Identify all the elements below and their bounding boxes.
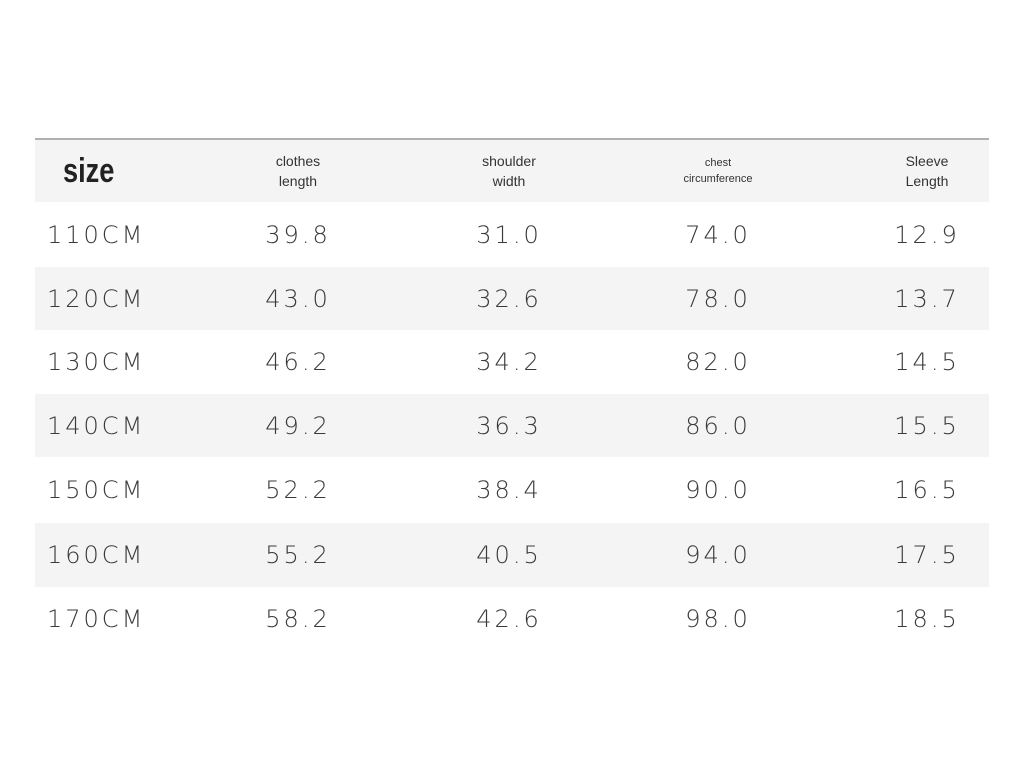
measurement: 18.5 <box>894 604 960 633</box>
measurement: 39.8 <box>265 220 331 249</box>
table-cell: 98.0 <box>685 587 750 650</box>
table-cell: 34.2 <box>476 330 541 394</box>
header-text: width <box>492 173 526 189</box>
table-cell: 74.0 <box>685 202 750 267</box>
measurement: 32.6 <box>476 284 542 313</box>
size-label: 120CM <box>47 284 146 313</box>
header-cell: size <box>63 140 127 202</box>
table-cell: 120CM <box>47 267 145 330</box>
table-cell: 16.5 <box>894 457 959 523</box>
table-cell: 110CM <box>47 202 145 267</box>
table-cell: 58.2 <box>265 587 330 650</box>
header-text: circumference <box>683 173 753 185</box>
table-row: 160CM 55.2 40.5 94.0 17.5 <box>35 523 989 587</box>
table-cell: 17.5 <box>894 523 959 587</box>
table-cell: 14.5 <box>894 330 959 394</box>
header-text: length <box>278 173 318 189</box>
measurement: 17.5 <box>894 541 960 569</box>
measurement: 15.5 <box>894 411 960 440</box>
table-row: 120CM 43.0 32.6 78.0 13.7 <box>35 267 989 330</box>
header-row: size clothes length shoulder width chest circu… <box>35 140 989 202</box>
measurement: 94.0 <box>685 541 751 569</box>
table-row: 170CM 58.2 42.6 98.0 18.5 <box>35 587 989 650</box>
measurement: 34.2 <box>476 348 542 376</box>
table-cell: 49.2 <box>265 394 330 457</box>
size-header: size <box>63 151 115 190</box>
table-cell: 90.0 <box>685 457 750 523</box>
measurement: 78.0 <box>685 284 751 313</box>
measurement: 90.0 <box>685 476 751 504</box>
measurement: 38.4 <box>476 476 542 504</box>
table-cell: 15.5 <box>894 394 959 457</box>
measurement: 98.0 <box>685 604 751 633</box>
table-cell: 130CM <box>47 330 145 394</box>
measurement: 55.2 <box>265 541 331 569</box>
table-row: 110CM 39.8 31.0 74.0 12.9 <box>35 202 989 267</box>
header-cell: Sleeve Length <box>906 140 949 202</box>
header-cell: clothes length <box>276 140 320 202</box>
table-row: 140CM 49.2 36.3 86.0 15.5 <box>35 394 989 457</box>
table-cell: 40.5 <box>476 523 541 587</box>
table-cell: 150CM <box>47 457 145 523</box>
size-label: 160CM <box>47 541 146 569</box>
measurement: 82.0 <box>685 348 751 376</box>
table-cell: 78.0 <box>685 267 750 330</box>
header-text: Sleeve <box>905 153 949 169</box>
measurement: 58.2 <box>265 604 331 633</box>
measurement: 40.5 <box>476 541 542 569</box>
measurement: 49.2 <box>265 411 331 440</box>
header-cell: chest circumference <box>683 140 752 202</box>
size-label: 140CM <box>47 411 146 440</box>
table-cell: 43.0 <box>265 267 330 330</box>
header-text: shoulder <box>482 153 536 169</box>
table-row: 130CM 46.2 34.2 82.0 14.5 <box>35 330 989 394</box>
measurement: 86.0 <box>685 411 751 440</box>
table-cell: 42.6 <box>476 587 541 650</box>
table-cell: 13.7 <box>894 267 959 330</box>
measurement: 31.0 <box>476 220 542 249</box>
table-cell: 31.0 <box>476 202 541 267</box>
table-cell: 86.0 <box>685 394 750 457</box>
table-cell: 82.0 <box>685 330 750 394</box>
table-row: 150CM 52.2 38.4 90.0 16.5 <box>35 457 989 523</box>
measurement: 43.0 <box>265 284 331 313</box>
measurement: 46.2 <box>265 348 331 376</box>
measurement: 16.5 <box>894 476 960 504</box>
measurement: 14.5 <box>894 348 960 376</box>
header-text: chest <box>704 157 732 169</box>
size-label: 110CM <box>47 220 146 249</box>
table-cell: 38.4 <box>476 457 541 523</box>
table-cell: 94.0 <box>685 523 750 587</box>
table-cell: 18.5 <box>894 587 959 650</box>
size-label: 150CM <box>47 476 146 504</box>
measurement: 42.6 <box>476 604 542 633</box>
table-cell: 12.9 <box>894 202 959 267</box>
table-cell: 140CM <box>47 394 145 457</box>
header-text: Length <box>905 173 949 189</box>
measurement: 74.0 <box>685 220 751 249</box>
table-cell: 32.6 <box>476 267 541 330</box>
size-label: 170CM <box>47 604 146 633</box>
table-cell: 52.2 <box>265 457 330 523</box>
table-top-border <box>35 138 989 140</box>
measurement: 13.7 <box>894 284 960 313</box>
header-cell: shoulder width <box>482 140 536 202</box>
size-label: 130CM <box>47 348 146 376</box>
table-cell: 160CM <box>47 523 145 587</box>
header-text: clothes <box>275 153 321 169</box>
measurement: 36.3 <box>476 411 542 440</box>
table-cell: 39.8 <box>265 202 330 267</box>
table-cell: 55.2 <box>265 523 330 587</box>
table-cell: 170CM <box>47 587 145 650</box>
table-cell: 36.3 <box>476 394 541 457</box>
measurement: 52.2 <box>265 476 331 504</box>
table-cell: 46.2 <box>265 330 330 394</box>
measurement: 12.9 <box>894 220 960 249</box>
